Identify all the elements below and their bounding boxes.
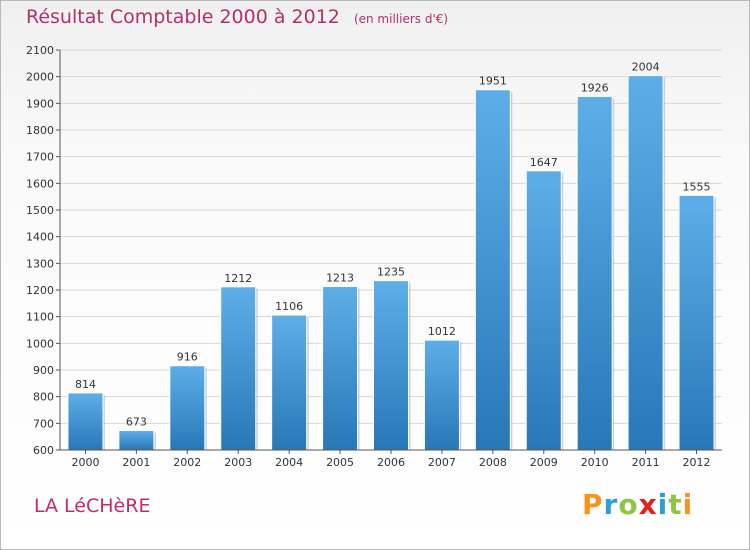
bar-2006 [374, 281, 409, 450]
bar-2001 [119, 431, 154, 450]
bar-2007 [424, 340, 459, 450]
x-tick-label: 2011 [632, 456, 660, 469]
x-tick-label: 2006 [377, 456, 405, 469]
bar-value-label: 1235 [377, 266, 405, 279]
x-tick-label: 2002 [173, 456, 201, 469]
bar-value-label: 2004 [632, 61, 660, 74]
bar-value-label: 673 [126, 416, 147, 429]
bar-value-label: 916 [177, 351, 198, 364]
bar-2009 [526, 171, 561, 450]
bar-2004 [272, 315, 307, 450]
bar-2003 [221, 287, 256, 450]
y-tick-label: 600 [33, 444, 54, 457]
bars: 814 673 916 1212 1106 1213 1235 1012 1951 1647 192… [68, 61, 716, 450]
logo-letter: P [582, 488, 604, 521]
y-axis: 600 700 800 900 1000 1100 1200 1300 1400 1500 1600… [26, 44, 60, 457]
y-tick-label: 1200 [26, 284, 54, 297]
y-tick-label: 2000 [26, 71, 54, 84]
x-tick-label: 2000 [71, 456, 99, 469]
x-tick-label: 2010 [581, 456, 609, 469]
y-tick-label: 1100 [26, 311, 54, 324]
bar-value-label: 1555 [683, 180, 711, 193]
bar-2008 [475, 90, 510, 450]
x-tick-label: 2004 [275, 456, 303, 469]
bar-value-label: 1012 [428, 325, 456, 338]
x-axis: 2000 2001 2002 2003 2004 2005 2006 2007 2008 2009… [60, 450, 722, 469]
x-tick-label: 2008 [479, 456, 507, 469]
y-tick-label: 1500 [26, 204, 54, 217]
logo-letter: i [658, 488, 669, 521]
bar-value-label: 1926 [581, 81, 609, 94]
bar-value-label: 1213 [326, 272, 354, 285]
x-tick-label: 2007 [428, 456, 456, 469]
proxiti-logo[interactable]: Proxiti [582, 488, 693, 521]
logo-letter: r [604, 488, 619, 521]
x-tick-label: 2003 [224, 456, 252, 469]
commune-name: LA LéCHèRE [34, 495, 150, 517]
y-tick-label: 1600 [26, 177, 54, 190]
bar-2002 [170, 366, 205, 450]
logo-letter: x [639, 488, 658, 521]
bar-value-label: 1647 [530, 156, 558, 169]
bar-value-label: 1212 [224, 272, 252, 285]
y-tick-label: 900 [33, 364, 54, 377]
x-tick-label: 2012 [683, 456, 711, 469]
bar-2000 [68, 393, 103, 450]
bar-2010 [577, 96, 612, 450]
y-tick-label: 1900 [26, 97, 54, 110]
y-tick-label: 800 [33, 391, 54, 404]
bar-value-label: 814 [75, 378, 96, 391]
bar-value-label: 1106 [275, 300, 303, 313]
bar-2005 [323, 287, 358, 450]
bar-2011 [628, 76, 663, 450]
x-tick-label: 2005 [326, 456, 354, 469]
y-tick-label: 2100 [26, 44, 54, 57]
logo-letter: o [618, 488, 638, 521]
logo-letter: i [683, 488, 694, 521]
y-tick-label: 1000 [26, 337, 54, 350]
bar-value-label: 1951 [479, 75, 507, 88]
x-tick-label: 2001 [122, 456, 150, 469]
bar-2012 [679, 195, 714, 450]
y-tick-label: 700 [33, 417, 54, 430]
bar-chart: 600 700 800 900 1000 1100 1200 1300 1400 1500 1600… [0, 0, 750, 550]
y-tick-label: 1300 [26, 257, 54, 270]
y-tick-label: 1700 [26, 151, 54, 164]
logo-letter: t [668, 488, 682, 521]
y-tick-label: 1400 [26, 231, 54, 244]
y-tick-label: 1800 [26, 124, 54, 137]
x-tick-label: 2009 [530, 456, 558, 469]
